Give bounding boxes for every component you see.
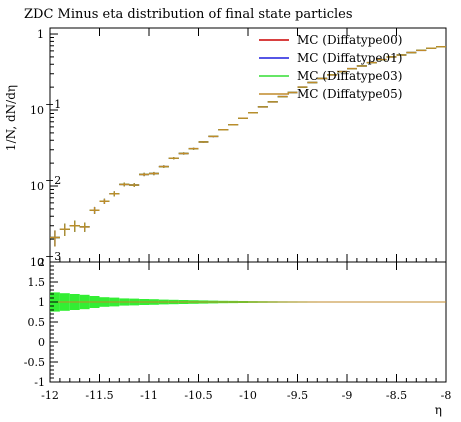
x-tick-label: -9 — [342, 389, 353, 402]
chart-title: ZDC Minus eta distribution of final stat… — [24, 7, 353, 22]
x-tick-label: -10 — [239, 389, 257, 402]
x-tick-label: -10.5 — [184, 389, 212, 402]
y-tick-label: 10 — [30, 256, 44, 269]
y-tick-label: 10 — [30, 180, 44, 193]
ratio-panel — [49, 261, 447, 383]
y-axis-label: 1/N, dN/dη — [4, 85, 18, 151]
ratio-tick-label: -0.5 — [24, 356, 45, 369]
ratio-tick-label: 1.5 — [28, 276, 46, 289]
y-tick-label: 1 — [37, 28, 44, 41]
x-tick-label: -12 — [41, 389, 59, 402]
x-axis-label: η — [435, 403, 442, 417]
ratio-axis-ticks: 2 1.5 1 0.5 0 -0.5 -1 — [24, 256, 58, 389]
x-tick-label: -11.5 — [85, 389, 113, 402]
legend-entry: MC (Diffatype01) — [297, 51, 402, 65]
x-axis-ticks: -12 -11.5 -11 -10.5 -10 -9.5 -9 -8.5 -8 — [41, 28, 451, 402]
y-tick-label: 10 — [30, 104, 44, 117]
ratio-tick-label: 0.5 — [28, 316, 46, 329]
x-tick-label: -8 — [441, 389, 452, 402]
legend-entry: MC (Diffatype00) — [297, 33, 402, 47]
ratio-frame — [49, 261, 447, 383]
x-tick-label: -11 — [140, 389, 158, 402]
y-tick-exponent: −3 — [45, 250, 61, 263]
legend: MC (Diffatype00) MC (Diffatype01) MC (Diff… — [259, 33, 402, 101]
y-tick-exponent: −2 — [45, 174, 61, 187]
y-axis-ticks: 110−110−210−3 — [30, 28, 61, 269]
y-tick-exponent: −1 — [45, 98, 61, 111]
series-group — [50, 46, 446, 247]
ratio-tick-label: 2 — [38, 256, 45, 269]
x-tick-label: -9.5 — [287, 389, 308, 402]
ratio-tick-label: 1 — [38, 296, 45, 309]
ratio-tick-label: 0 — [38, 336, 45, 349]
x-tick-label: -8.5 — [386, 389, 407, 402]
series — [50, 46, 446, 247]
legend-entry: MC (Diffatype03) — [297, 69, 402, 83]
ratio-tick-label: -1 — [34, 376, 45, 389]
legend-entry: MC (Diffatype05) — [297, 87, 402, 101]
